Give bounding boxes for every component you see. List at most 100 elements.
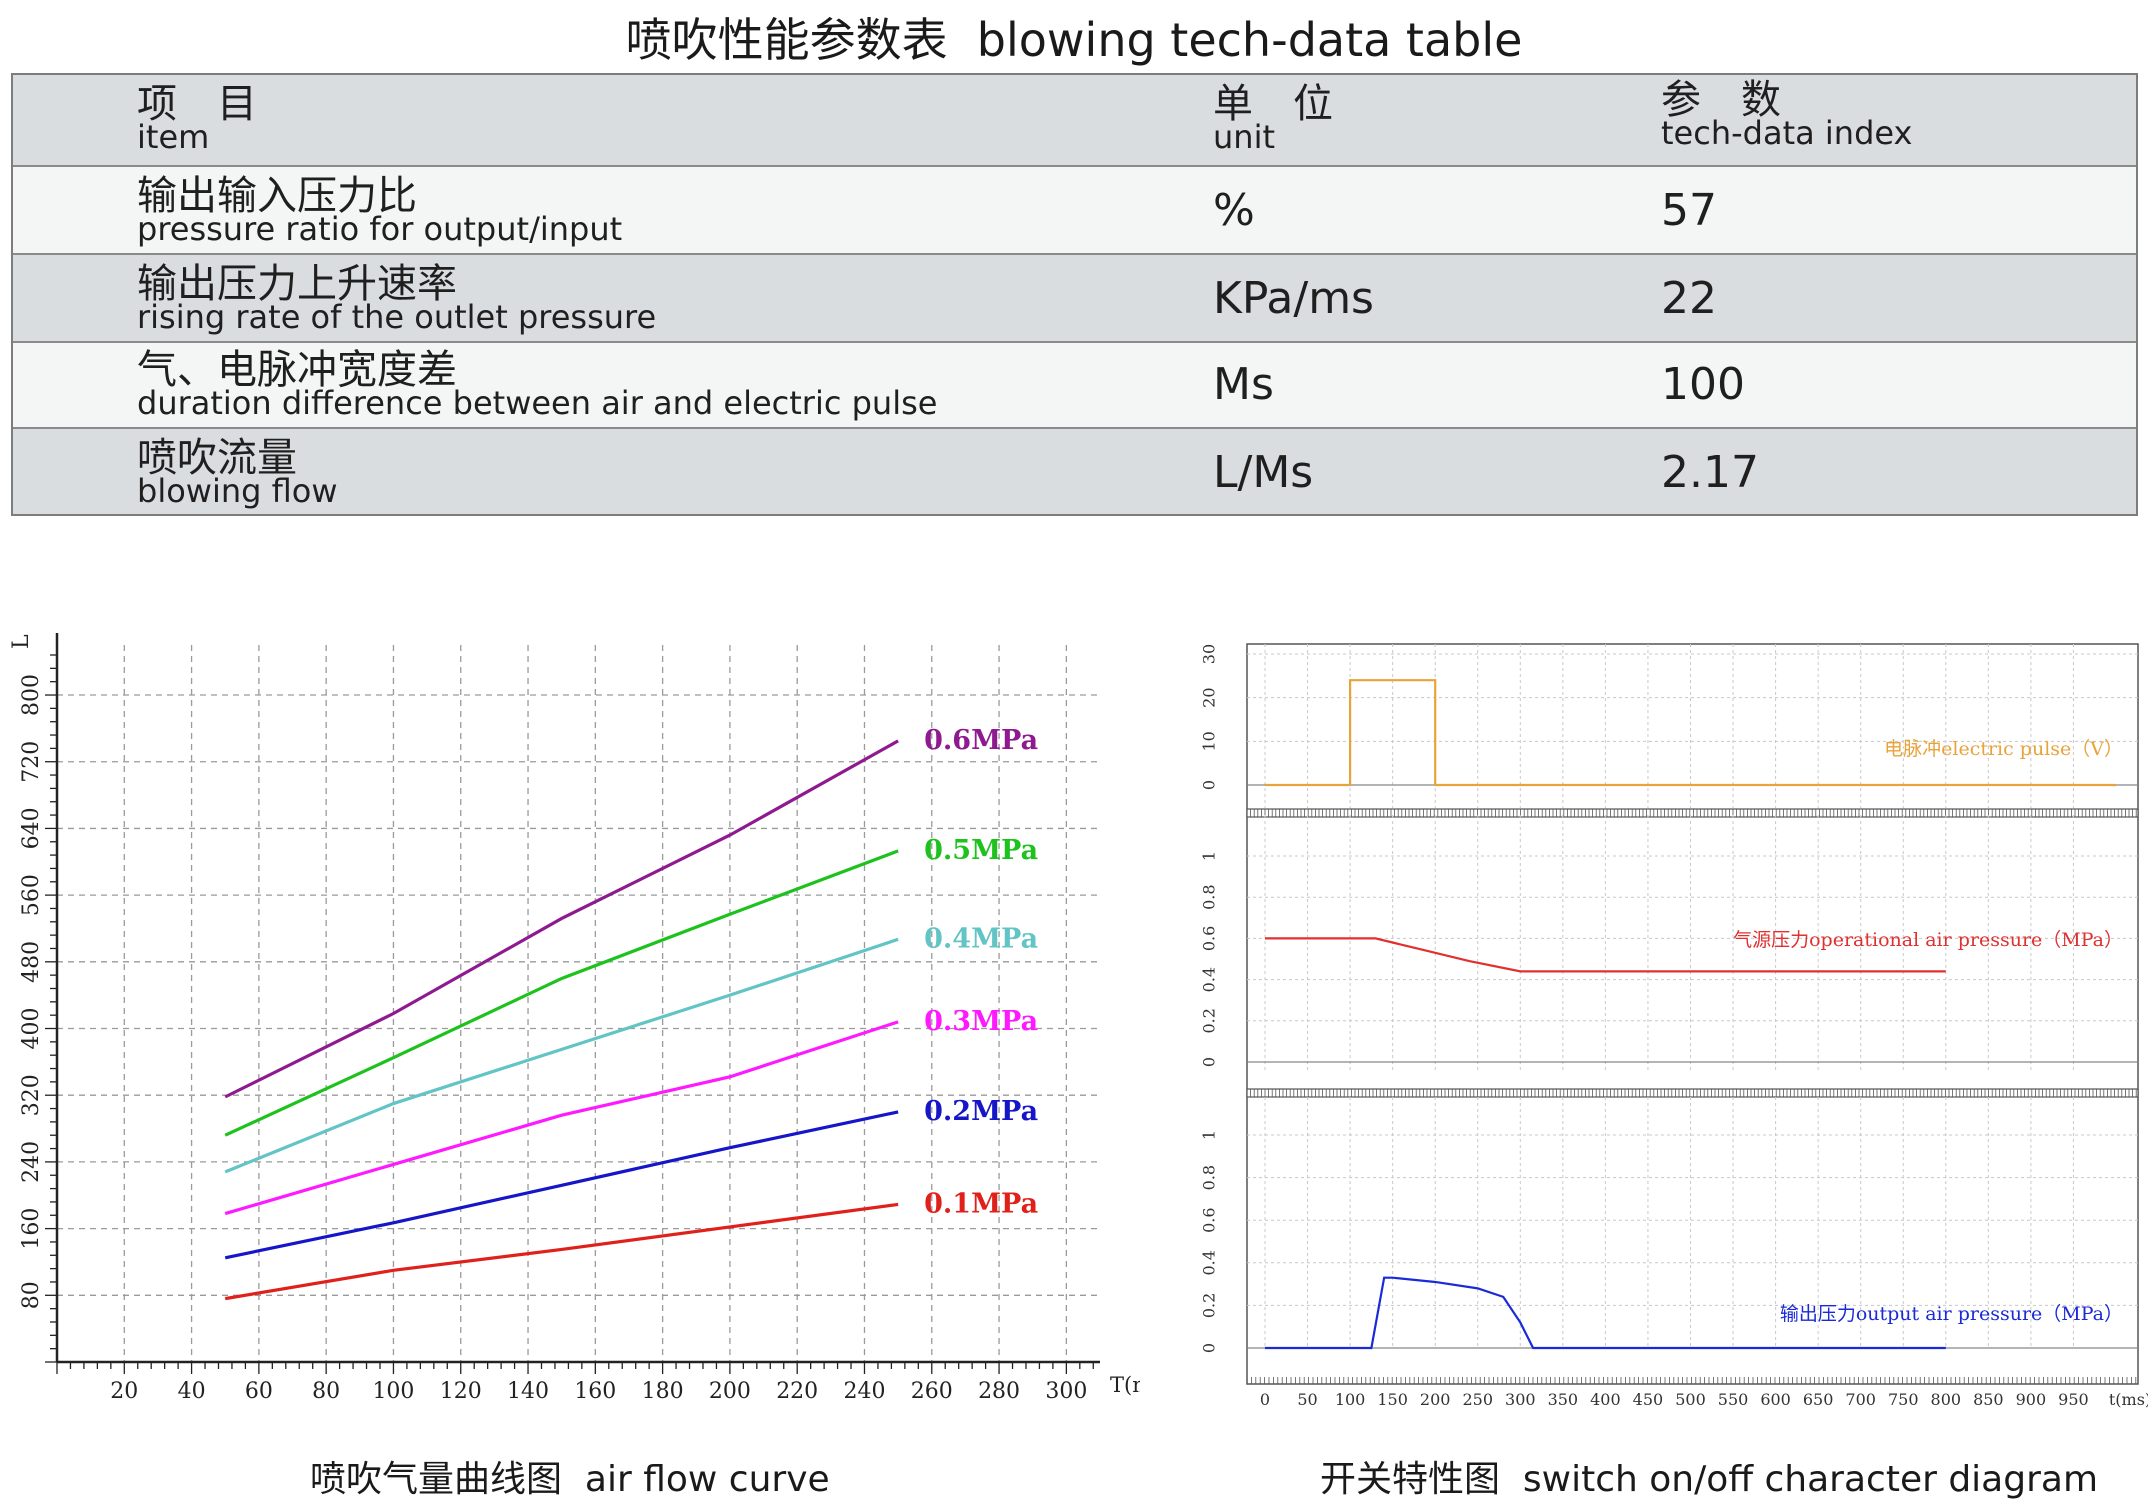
x-tick-label: 600 (1760, 1390, 1791, 1409)
series-line-0.4MPa (224, 937, 899, 1174)
panel-line (1265, 679, 2116, 787)
y-tick-label: 80 (19, 1281, 44, 1309)
y-tick-label: 0.6 (1200, 1207, 1219, 1232)
y-tick-label: 400 (19, 1008, 44, 1050)
x-tick-label: 100 (372, 1379, 414, 1404)
y-tick-label: 30 (1200, 644, 1219, 664)
y-tick-label: 0.8 (1200, 1165, 1219, 1190)
x-tick-label: 40 (178, 1379, 206, 1404)
x-tick-label: 250 (1462, 1390, 1493, 1409)
y-tick-label: 0 (1200, 1343, 1219, 1353)
y-tick-label: 0.2 (1200, 1008, 1219, 1033)
row-item-en: duration difference between air and elec… (137, 384, 938, 422)
x-tick-label: 450 (1633, 1390, 1664, 1409)
panel-separator (1246, 808, 2139, 818)
x-tick-label: 750 (1888, 1390, 1919, 1409)
x-tick-label: 20 (110, 1379, 138, 1404)
x-tick-label: 700 (1845, 1390, 1876, 1409)
x-tick-label: 260 (911, 1379, 953, 1404)
header-param-cn: 参 数 (1661, 77, 1781, 123)
header-unit: 单 位 unit (1213, 83, 1333, 153)
table-header-row: 项 目 item 单 位 unit 参 数 tech-data index (13, 75, 2136, 167)
x-tick-label: 120 (440, 1379, 482, 1404)
row-item-en: blowing flow (137, 472, 338, 510)
series-line-0.1MPa (224, 1202, 899, 1301)
header-param-en: tech-data index (1661, 114, 1913, 152)
x-tick-label: 300 (1045, 1379, 1087, 1404)
x-tick-label: 140 (507, 1379, 549, 1404)
x-tick-label: 180 (642, 1379, 684, 1404)
row-unit: % (1213, 185, 1255, 236)
y-tick-label: 10 (1200, 731, 1219, 751)
series-label: 0.2MPa (924, 1096, 1038, 1127)
y-tick-label: 1 (1200, 1130, 1219, 1140)
x-tick-label: 950 (2058, 1390, 2089, 1409)
x-tick-label: 220 (776, 1379, 818, 1404)
row-value: 2.17 (1661, 447, 1759, 498)
x-tick-label: 80 (312, 1379, 340, 1404)
x-tick-label: 850 (1973, 1390, 2004, 1409)
x-tick-label: 50 (1297, 1390, 1317, 1409)
panel-line (1265, 937, 1946, 973)
y-tick-label: 720 (19, 741, 44, 783)
header-item-en: item (137, 118, 210, 156)
row-item-en: rising rate of the outlet pressure (137, 298, 657, 336)
header-item-cn: 项 目 (137, 81, 257, 127)
x-tick-label: 200 (1420, 1390, 1451, 1409)
row-item-cn: 输出压力上升速率 (137, 261, 457, 307)
y-tick-label: 480 (19, 941, 44, 983)
x-tick-label: 100 (1335, 1390, 1366, 1409)
airflow-caption: 喷吹气量曲线图 air flow curve (310, 1459, 830, 1500)
header-unit-cn: 单 位 (1213, 81, 1333, 127)
page-title: 喷吹性能参数表 blowing tech-data table (625, 13, 1523, 67)
x-tick-label: 650 (1803, 1390, 1834, 1409)
row-value: 57 (1661, 185, 1717, 236)
y-tick-label: 0.6 (1200, 926, 1219, 951)
chart-frame (1246, 643, 2139, 1385)
series-label: 0.5MPa (924, 835, 1038, 866)
x-tick-label: 300 (1505, 1390, 1536, 1409)
x-tick-label: 200 (709, 1379, 751, 1404)
table-row: 气、电脉冲宽度差 duration difference between air… (13, 343, 2136, 429)
y-tick-label: 560 (19, 874, 44, 916)
row-unit: L/Ms (1213, 447, 1314, 498)
header-param: 参 数 tech-data index (1661, 79, 1912, 149)
x-tick-label: 900 (2016, 1390, 2047, 1409)
y-tick-label: 160 (19, 1208, 44, 1250)
y-tick-label: 800 (19, 674, 44, 716)
y-tick-label: 0 (1200, 780, 1219, 790)
table-row: 输出压力上升速率 rising rate of the outlet press… (13, 255, 2136, 343)
row-item: 气、电脉冲宽度差 duration difference between air… (137, 349, 937, 419)
series-label: 0.4MPa (924, 923, 1038, 954)
y-tick-label: 640 (19, 807, 44, 849)
x-axis-label: t(ms) (2109, 1390, 2148, 1409)
row-item-en: pressure ratio for output/input (137, 210, 623, 248)
series-label: 0.1MPa (924, 1188, 1038, 1219)
y-tick-label: 20 (1200, 687, 1219, 707)
x-tick-label: 550 (1718, 1390, 1749, 1409)
y-tick-label: 1 (1200, 851, 1219, 861)
row-item: 喷吹流量 blowing flow (137, 437, 338, 507)
x-tick-label: 800 (1931, 1390, 1962, 1409)
x-tick-label: 0 (1260, 1390, 1270, 1409)
table-row: 喷吹流量 blowing flow L/Ms 2.17 (13, 429, 2136, 514)
series-line-0.6MPa (224, 739, 899, 1099)
x-tick-label: 150 (1377, 1390, 1408, 1409)
air-flow-chart: 20 40 60 80 100 120 140 160 180 200 220 240 260 280 30… (9, 633, 1140, 1404)
row-value: 100 (1661, 359, 1745, 410)
row-unit: KPa/ms (1213, 273, 1374, 324)
row-item-cn: 输出输入压力比 (137, 173, 417, 219)
x-tick-label: 400 (1590, 1390, 1621, 1409)
series-line-0.3MPa (224, 1020, 899, 1216)
row-item-cn: 喷吹流量 (137, 435, 297, 481)
switch-caption: 开关特性图 switch on/off character diagram (1320, 1459, 2099, 1500)
series-line-0.5MPa (224, 849, 899, 1137)
table-row: 输出输入压力比 pressure ratio for output/input … (13, 167, 2136, 255)
y-tick-label: 320 (19, 1074, 44, 1116)
row-item: 输出压力上升速率 rising rate of the outlet press… (137, 263, 656, 333)
x-tick-label: 500 (1675, 1390, 1706, 1409)
row-value: 22 (1661, 273, 1717, 324)
panel-label: 电脉冲electric pulse（V） (1884, 738, 2123, 760)
y-tick-label: 0.4 (1200, 1250, 1219, 1275)
